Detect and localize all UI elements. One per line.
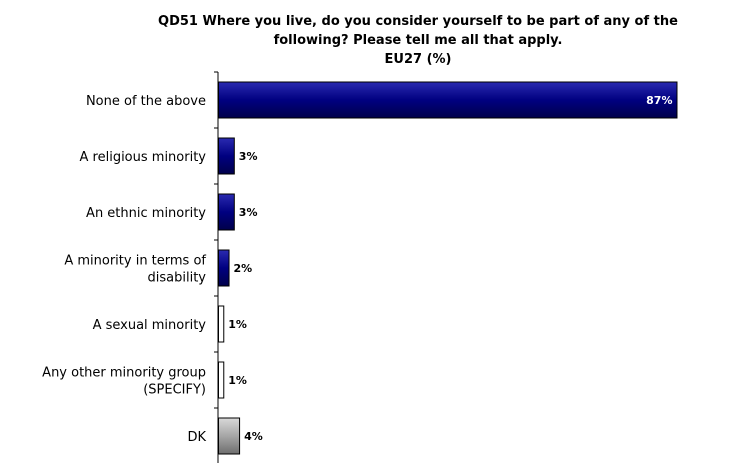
value-label: 2% — [234, 262, 253, 275]
category-label: None of the above — [86, 94, 206, 109]
category-label: Any other minority group (SPECIFY) — [42, 366, 206, 398]
title-line-2: following? Please tell me all that apply… — [274, 33, 563, 48]
value-label: 3% — [239, 206, 258, 219]
value-label: 4% — [244, 430, 263, 443]
chart-title: QD51 Where you live, do you consider you… — [158, 14, 678, 67]
category-label: A sexual minority — [93, 318, 207, 333]
category-label: A minority in terms of disability — [64, 254, 206, 286]
category-label: DK — [187, 430, 206, 445]
title-line-3: EU27 (%) — [385, 52, 452, 67]
bar-6 — [218, 417, 241, 455]
value-label: 87% — [646, 94, 672, 107]
bar-3 — [218, 249, 230, 287]
value-labels: 87% 3% 3% 2% 1% 1% 4% — [228, 94, 672, 443]
value-label: 1% — [228, 374, 247, 387]
category-label: A religious minority — [80, 150, 207, 165]
value-label: 3% — [239, 150, 258, 163]
bar-4 — [218, 305, 225, 343]
y-axis — [214, 71, 219, 463]
bars — [218, 81, 678, 455]
category-label: An ethnic minority — [86, 206, 206, 221]
category-labels: None of the above A religious minority An … — [42, 94, 206, 445]
bar-0 — [218, 81, 678, 119]
bar-1 — [218, 137, 235, 175]
value-label: 1% — [228, 318, 247, 331]
title-line-1: QD51 Where you live, do you consider you… — [158, 14, 678, 29]
bar-2 — [218, 193, 235, 231]
bar-5 — [218, 361, 225, 399]
